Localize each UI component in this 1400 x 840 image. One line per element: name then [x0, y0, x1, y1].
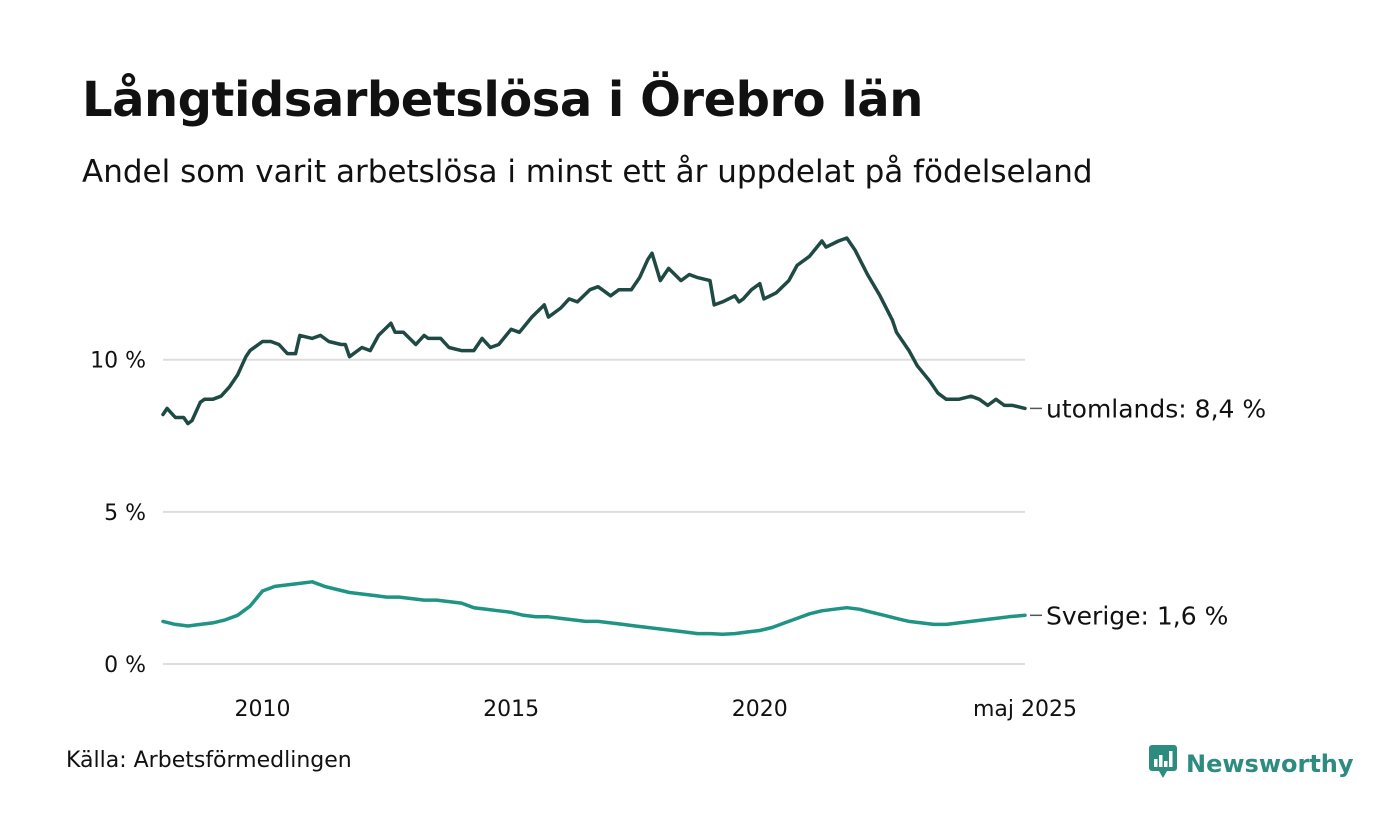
x-tick-label: maj 2025	[973, 697, 1077, 722]
end-label: Sverige: 1,6 %	[1046, 601, 1228, 630]
x-tick-label: 2015	[483, 697, 539, 722]
end-labels: utomlands: 8,4 % Sverige: 1,6 %	[1030, 394, 1266, 630]
x-axis: 2010 2015 2020 maj 2025	[234, 697, 1077, 722]
bar-chart-bubble-icon	[1148, 744, 1178, 784]
y-tick-label: 10 %	[90, 349, 146, 374]
x-tick-label: 2020	[732, 697, 788, 722]
y-tick-label: 0 %	[104, 653, 146, 678]
series-line-1	[161, 580, 1027, 636]
gridlines	[163, 358, 1025, 665]
series-lines	[161, 236, 1027, 636]
source-note: Källa: Arbetsförmedlingen	[66, 748, 352, 773]
brand-name: Newsworthy	[1186, 750, 1354, 778]
x-tick-label: 2010	[234, 697, 290, 722]
chart-subtitle: Andel som varit arbetslösa i minst ett å…	[82, 154, 1093, 190]
y-axis: 0 % 5 % 10 %	[90, 349, 146, 678]
end-label: utomlands: 8,4 %	[1046, 394, 1266, 423]
y-tick-label: 5 %	[104, 501, 146, 526]
brand-logo[interactable]: Newsworthy	[1148, 744, 1354, 784]
chart-title: Långtidsarbetslösa i Örebro län	[82, 72, 923, 128]
series-line-0	[161, 236, 1027, 426]
